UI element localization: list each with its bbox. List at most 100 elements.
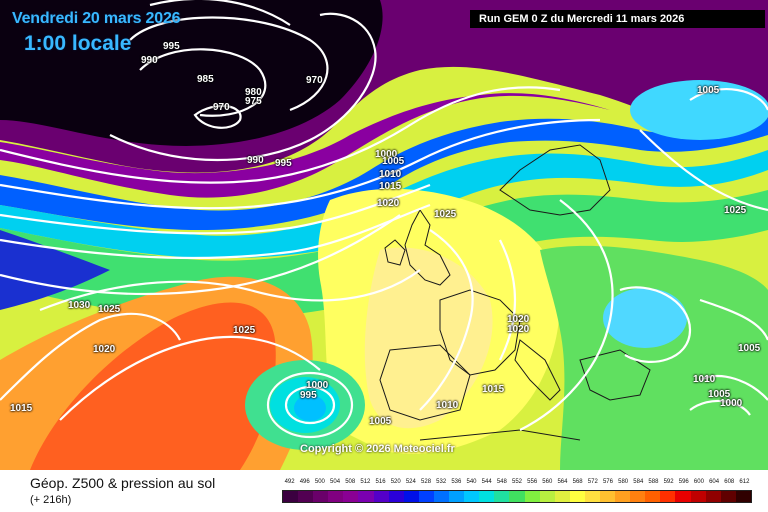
isobar-label: 1010 <box>693 374 716 385</box>
legend-tick: 612 <box>739 479 750 485</box>
z500-ridge-core <box>30 302 276 470</box>
legend-swatch <box>554 491 570 502</box>
legend-swatch <box>373 491 389 502</box>
legend-swatch <box>524 491 540 502</box>
isobar-1005 <box>0 118 601 210</box>
isobar-label: 1015 <box>10 403 33 414</box>
legend-tick: 548 <box>496 479 507 485</box>
legend-tick: 528 <box>421 479 432 485</box>
isobar-label: 1005 <box>382 156 405 167</box>
deep-low-core <box>0 0 383 146</box>
isobar-995 <box>149 0 291 26</box>
legend-tick: 560 <box>542 479 553 485</box>
cutoff-low-east <box>603 288 687 348</box>
iberia <box>379 344 471 421</box>
legend-tick: 572 <box>587 479 598 485</box>
isobar-1020-sw <box>59 335 321 421</box>
isobar-1025 <box>39 269 421 312</box>
isobar-1000-east <box>689 399 751 416</box>
legend-swatch <box>509 491 525 502</box>
legend-swatch <box>479 491 495 502</box>
isobar-label: 1015 <box>482 384 505 395</box>
isobar-label: 995 <box>300 390 317 401</box>
isobar-label: 985 <box>197 74 214 85</box>
map-title: Géop. Z500 & pression au sol <box>30 475 216 491</box>
legend-swatch <box>283 491 299 502</box>
legend-swatch <box>358 491 374 502</box>
balkans <box>579 349 651 401</box>
legend-swatch <box>615 491 631 502</box>
isobar-label: 1005 <box>708 389 731 400</box>
legend-tick: 596 <box>678 479 689 485</box>
legend-tick: 516 <box>375 479 386 485</box>
legend-tick: 540 <box>466 479 477 485</box>
isobar-label: 1030 <box>68 300 91 311</box>
legend-tick: 524 <box>405 479 416 485</box>
legend-tick: 608 <box>724 479 735 485</box>
legend-tick: 536 <box>451 479 462 485</box>
isobar-label: 1005 <box>697 85 720 96</box>
isobar-1005-low <box>266 371 354 439</box>
isobar-label: 1015 <box>379 181 402 192</box>
isobar-1025-europe <box>419 229 474 411</box>
legend-tick: 600 <box>693 479 704 485</box>
isobar-980 <box>139 48 267 117</box>
forecast-time: 1:00 locale <box>24 32 132 55</box>
ireland <box>384 239 406 266</box>
isobar-1010-east <box>619 286 692 363</box>
legend-tick: 604 <box>709 479 720 485</box>
isobar-1015 <box>0 203 431 260</box>
legend-tick: 496 <box>299 479 310 485</box>
isobar-1010 <box>0 183 431 235</box>
z500-band-violet <box>0 93 610 198</box>
isobar-1020 <box>0 214 401 296</box>
isobar-label: 1010 <box>379 169 402 180</box>
legend-swatch <box>388 491 404 502</box>
isobar-label: 1000 <box>720 398 743 409</box>
isobar-1005-ne <box>689 88 768 111</box>
legend-tick: 512 <box>360 479 371 485</box>
isobar-1000-low <box>284 385 336 425</box>
isobar-label: 1000 <box>306 380 329 391</box>
forecast-date: Vendredi 20 mars 2026 <box>12 10 181 27</box>
isobar-label: 1020 <box>377 198 400 209</box>
legend-tick: 576 <box>602 479 613 485</box>
legend-tick: 580 <box>618 479 629 485</box>
legend-tick: 584 <box>633 479 644 485</box>
isobar-label: 995 <box>163 41 180 52</box>
legend-swatch <box>720 491 736 502</box>
legend-tick: 508 <box>345 479 356 485</box>
france <box>439 289 521 376</box>
legend-swatch <box>449 491 465 502</box>
isobar-label: 970 <box>213 102 230 113</box>
legend-tick: 592 <box>663 479 674 485</box>
isobar-label: 1000 <box>375 149 398 160</box>
isobars <box>0 0 768 439</box>
z500-band-blue <box>0 118 768 230</box>
ne-pocket <box>630 80 768 140</box>
isobar-1005-east-upper <box>699 298 768 341</box>
legend-tick: 552 <box>511 479 522 485</box>
isobar-label: 1025 <box>233 325 256 336</box>
legend-tick: 588 <box>648 479 659 485</box>
isobar-1015-europe <box>519 199 614 431</box>
isobar-label: 1005 <box>369 416 392 427</box>
scandinavia <box>499 144 611 216</box>
geopotential-map <box>0 0 768 470</box>
isobar-1015-sw <box>0 312 181 401</box>
legend-swatch <box>328 491 344 502</box>
isobar-990 <box>109 12 377 162</box>
isobar-label: 1020 <box>507 324 530 335</box>
legend-swatch <box>690 491 706 502</box>
legend-swatch <box>494 491 510 502</box>
isobar-label: 1005 <box>738 343 761 354</box>
z500-west-trough <box>0 230 110 310</box>
color-legend <box>282 490 752 503</box>
isobar-1025-ne <box>639 129 768 212</box>
isobar-1000 <box>0 86 561 184</box>
legend-swatch <box>599 491 616 502</box>
legend-swatch <box>433 491 450 502</box>
legend-tick: 568 <box>572 479 583 485</box>
legend-tick-labels: 492 496 500 504 508 512 516 520 524 528 532 536 540 5… <box>282 479 752 489</box>
isobar-label: 1025 <box>724 205 747 216</box>
